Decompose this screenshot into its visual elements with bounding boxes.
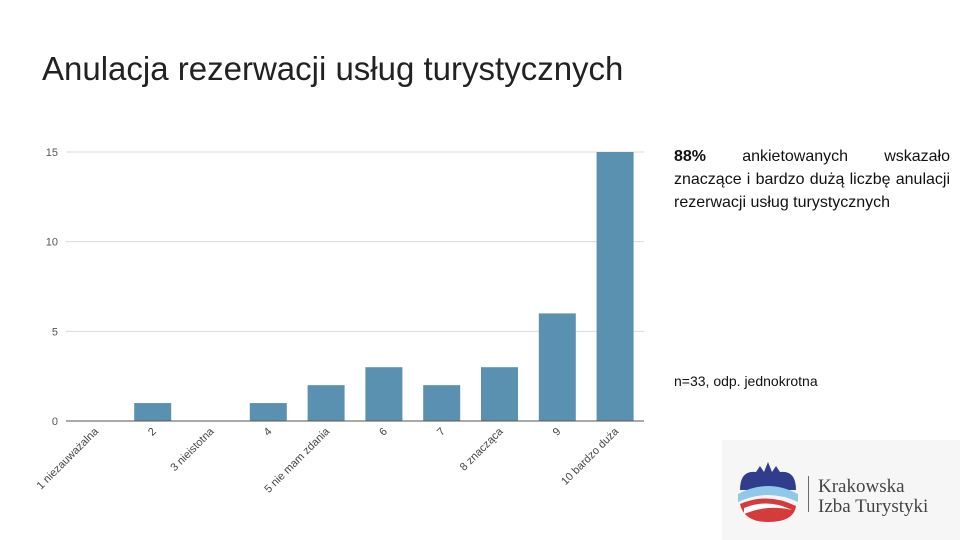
logo-icon — [738, 462, 798, 522]
sample-note: n=33, odp. jednokrotna — [674, 373, 818, 389]
summary-text: ankietowanych wskazało znaczące i bardzo… — [674, 148, 950, 211]
bar — [134, 403, 172, 421]
y-tick-label: 10 — [46, 237, 58, 249]
y-tick-label: 0 — [52, 416, 58, 428]
logo-text-line2: Izba Turystyki — [818, 496, 929, 517]
logo: Krakowska Izba Turystyki — [722, 440, 960, 540]
logo-divider — [808, 476, 809, 512]
bar — [249, 403, 287, 421]
slide-title: Anulacja rezerwacji usług turystycznych — [42, 50, 624, 87]
bar — [365, 367, 403, 421]
x-tick-label: 10 bardzo duża — [559, 425, 622, 488]
logo-text-line1: Krakowska — [818, 476, 905, 497]
x-tick-label: 2 — [146, 426, 159, 439]
x-tick-label: 1 niezauważalna — [35, 425, 102, 492]
bar — [596, 152, 634, 421]
y-tick-label: 15 — [46, 147, 58, 159]
x-tick-label: 7 — [435, 426, 448, 439]
x-tick-label: 8 znacząca — [458, 425, 506, 473]
bar — [481, 367, 518, 421]
bar — [423, 385, 461, 421]
summary-note: 88% ankietowanych wskazało znaczące i ba… — [674, 145, 950, 214]
x-tick-label: 3 nieistotna — [168, 425, 217, 474]
x-tick-label: 4 — [262, 426, 275, 439]
y-tick-label: 5 — [52, 326, 58, 338]
bar — [538, 313, 576, 421]
x-tick-label: 9 — [551, 426, 564, 439]
bar — [307, 385, 345, 421]
x-tick-label: 6 — [377, 426, 390, 439]
summary-highlight: 88% — [674, 148, 707, 165]
